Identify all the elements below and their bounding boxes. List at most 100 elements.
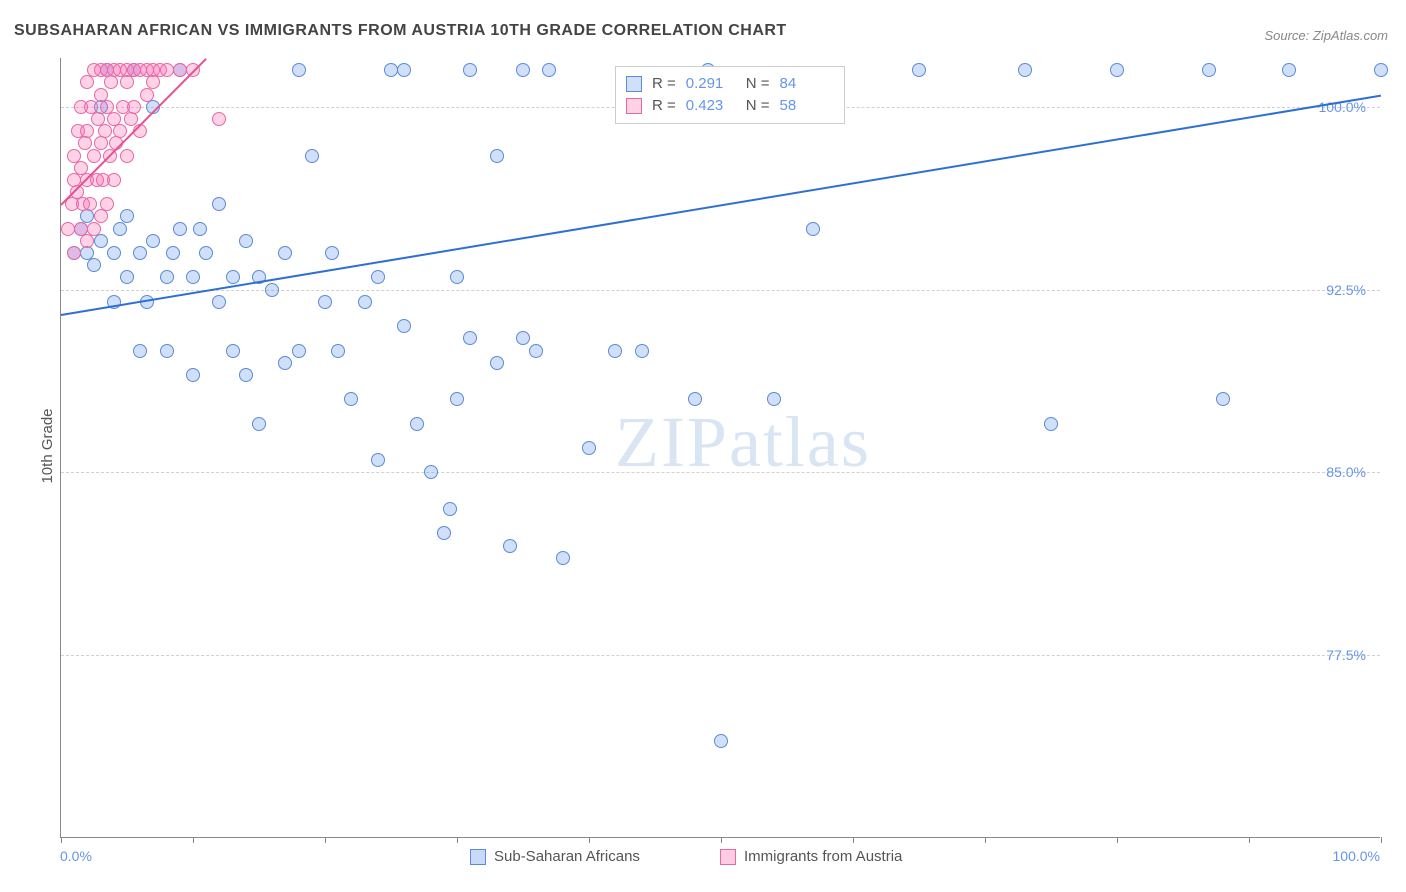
scatter-point: [344, 392, 358, 406]
scatter-point: [226, 344, 240, 358]
scatter-point: [437, 526, 451, 540]
scatter-point: [239, 234, 253, 248]
scatter-point: [542, 63, 556, 77]
scatter-point: [186, 270, 200, 284]
x-tick: [589, 837, 590, 843]
legend-n-value: 84: [780, 73, 830, 95]
scatter-point: [173, 222, 187, 236]
scatter-point: [384, 63, 398, 77]
scatter-point: [226, 270, 240, 284]
scatter-point: [120, 75, 134, 89]
scatter-point: [140, 88, 154, 102]
watermark-text: ZIPatlas: [615, 401, 871, 484]
legend-swatch-icon: [470, 849, 486, 865]
legend-series-label: Immigrants from Austria: [744, 848, 902, 865]
x-tick: [1117, 837, 1118, 843]
scatter-point: [94, 209, 108, 223]
legend-r-value: 0.291: [686, 73, 736, 95]
scatter-point: [490, 149, 504, 163]
scatter-point: [278, 246, 292, 260]
scatter-point: [450, 270, 464, 284]
legend-series-label: Sub-Saharan Africans: [494, 848, 640, 865]
gridline-h: [61, 290, 1380, 291]
scatter-point: [278, 356, 292, 370]
scatter-point: [166, 246, 180, 260]
legend-n-label: N =: [746, 95, 770, 117]
scatter-point: [160, 63, 174, 77]
series-legend-item: Sub-Saharan Africans: [470, 848, 640, 865]
scatter-point: [608, 344, 622, 358]
scatter-point: [212, 295, 226, 309]
chart-title: SUBSAHARAN AFRICAN VS IMMIGRANTS FROM AU…: [14, 22, 787, 40]
legend-n-value: 58: [780, 95, 830, 117]
scatter-point: [490, 356, 504, 370]
legend-swatch-icon: [626, 76, 642, 92]
x-tick: [457, 837, 458, 843]
scatter-point: [146, 75, 160, 89]
scatter-point: [1282, 63, 1296, 77]
scatter-point: [107, 173, 121, 187]
scatter-point: [212, 197, 226, 211]
scatter-point: [503, 539, 517, 553]
scatter-point: [556, 551, 570, 565]
legend-n-label: N =: [746, 73, 770, 95]
scatter-point: [371, 270, 385, 284]
correlation-legend: R = 0.291 N = 84R = 0.423 N = 58: [615, 66, 845, 124]
scatter-point: [912, 63, 926, 77]
x-tick: [985, 837, 986, 843]
legend-row: R =0.291N =84: [626, 73, 830, 95]
x-tick: [721, 837, 722, 843]
scatter-point: [100, 197, 114, 211]
scatter-point: [529, 344, 543, 358]
scatter-point: [61, 222, 75, 236]
x-tick: [853, 837, 854, 843]
scatter-point: [714, 734, 728, 748]
scatter-point: [127, 100, 141, 114]
legend-r-label: R =: [652, 95, 676, 117]
legend-r-value: 0.423: [686, 95, 736, 117]
scatter-point: [80, 124, 94, 138]
x-tick-label: 100.0%: [1333, 848, 1380, 864]
scatter-point: [113, 222, 127, 236]
scatter-point: [78, 136, 92, 150]
series-legend-item: Immigrants from Austria: [720, 848, 902, 865]
scatter-point: [463, 63, 477, 77]
scatter-point: [265, 283, 279, 297]
scatter-point: [186, 368, 200, 382]
scatter-point: [1374, 63, 1388, 77]
legend-row: R = 0.423 N = 58: [626, 95, 830, 117]
scatter-point: [516, 63, 530, 77]
scatter-point: [252, 417, 266, 431]
scatter-point: [635, 344, 649, 358]
scatter-point: [516, 331, 530, 345]
scatter-point: [98, 124, 112, 138]
scatter-plot-area: ZIPatlas 77.5%85.0%92.5%100.0%R =0.291N …: [60, 58, 1380, 838]
legend-swatch-icon: [720, 849, 736, 865]
scatter-point: [83, 197, 97, 211]
scatter-point: [397, 63, 411, 77]
scatter-point: [1216, 392, 1230, 406]
scatter-point: [133, 246, 147, 260]
y-tick-label: 77.5%: [1326, 647, 1366, 663]
source-attribution: Source: ZipAtlas.com: [1264, 28, 1388, 43]
scatter-point: [120, 209, 134, 223]
scatter-point: [193, 222, 207, 236]
scatter-point: [80, 234, 94, 248]
legend-swatch-icon: [626, 98, 642, 114]
scatter-point: [371, 453, 385, 467]
scatter-point: [767, 392, 781, 406]
scatter-point: [113, 124, 127, 138]
x-tick: [1381, 837, 1382, 843]
trend-line: [61, 95, 1381, 316]
x-tick: [325, 837, 326, 843]
scatter-point: [120, 149, 134, 163]
scatter-point: [358, 295, 372, 309]
scatter-point: [331, 344, 345, 358]
gridline-h: [61, 655, 1380, 656]
scatter-point: [104, 75, 118, 89]
scatter-point: [450, 392, 464, 406]
scatter-point: [582, 441, 596, 455]
scatter-point: [80, 75, 94, 89]
scatter-point: [463, 331, 477, 345]
scatter-point: [397, 319, 411, 333]
